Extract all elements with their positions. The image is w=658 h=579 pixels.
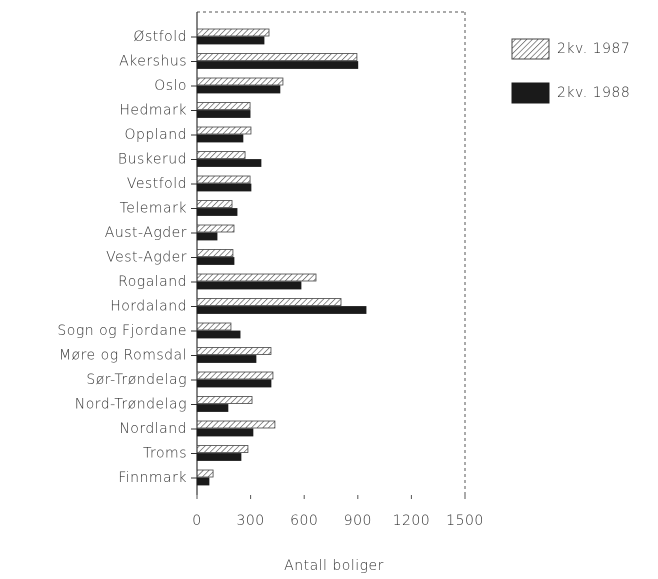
bar	[196, 306, 367, 314]
y-tick-label: Sør-Trøndelag	[86, 372, 187, 388]
y-tick-label: Østfold	[133, 29, 187, 45]
bar	[196, 61, 359, 69]
x-tick-label: 1200	[393, 513, 431, 529]
x-tick-label: 900	[344, 513, 372, 529]
bar	[196, 330, 241, 339]
bar	[196, 396, 253, 404]
bar	[196, 379, 272, 388]
y-tick-label: Finnmark	[118, 470, 187, 486]
bar	[196, 134, 244, 143]
bar	[196, 28, 270, 37]
bar	[196, 110, 251, 118]
x-axis-label: Antall boliger	[284, 558, 384, 574]
bar	[196, 420, 276, 429]
y-tick-label: Vestfold	[127, 176, 187, 192]
bar	[196, 232, 218, 241]
bar	[196, 322, 232, 331]
bar	[196, 151, 246, 159]
bar	[196, 208, 238, 216]
y-tick-label: Buskerud	[118, 152, 187, 168]
bar	[196, 404, 229, 412]
y-tick-label: Telemark	[120, 201, 187, 217]
y-tick-label: Møre og Romsdal	[59, 348, 187, 364]
bar	[196, 36, 265, 45]
bar	[196, 102, 251, 110]
bar	[196, 85, 281, 94]
bar	[196, 126, 252, 135]
y-tick-label: Hordaland	[110, 299, 187, 315]
bar	[196, 355, 257, 363]
bar	[196, 445, 249, 453]
legend-swatch	[511, 38, 550, 60]
bar	[196, 347, 272, 355]
y-tick-label: Sogn og Fjordane	[57, 323, 187, 339]
bar	[196, 53, 358, 61]
bar	[196, 224, 235, 233]
y-tick-label: Hedmark	[119, 103, 187, 119]
y-tick-label: Akershus	[119, 54, 187, 70]
y-tick-label: Vest-Agder	[106, 250, 187, 266]
bar	[196, 428, 254, 437]
x-tick-label: 1500	[446, 513, 484, 529]
bar	[196, 175, 251, 184]
legend-swatch	[511, 82, 550, 104]
bar	[196, 200, 233, 208]
y-tick-label: Oslo	[154, 78, 187, 94]
bar	[196, 477, 210, 486]
y-tick-label: Rogaland	[118, 274, 187, 290]
bar	[196, 183, 252, 192]
bar	[196, 469, 214, 478]
bar	[196, 281, 302, 290]
legend-label: 2kv. 1988	[557, 85, 630, 101]
bar	[196, 453, 242, 461]
bar	[196, 371, 274, 380]
bar	[196, 257, 235, 265]
bar	[196, 273, 317, 282]
x-tick-label: 600	[290, 513, 318, 529]
x-tick-label: 300	[236, 513, 264, 529]
y-tick-label: Aust-Agder	[105, 225, 187, 241]
legend-label: 2kv. 1987	[557, 41, 630, 57]
y-tick-label: Nord-Trøndelag	[75, 397, 187, 413]
bar	[196, 77, 284, 86]
x-tick-label: 0	[192, 513, 201, 529]
bar	[196, 159, 262, 167]
y-tick-label: Troms	[143, 446, 187, 462]
y-tick-label: Oppland	[124, 127, 187, 143]
bar	[196, 298, 342, 306]
bar	[196, 249, 234, 257]
y-tick-label: Nordland	[119, 421, 187, 437]
